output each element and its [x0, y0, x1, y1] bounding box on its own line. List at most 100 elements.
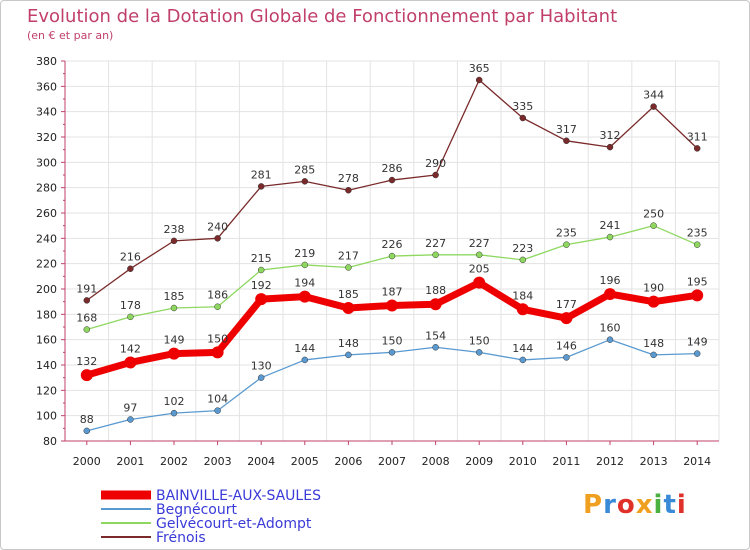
data-point-fr-nois [519, 114, 527, 122]
data-point-fr-nois [127, 265, 134, 272]
y-tick-label: 360 [36, 80, 57, 93]
data-label-gelv-court-et-adompt: 217 [338, 249, 359, 262]
data-label-gelv-court-et-adompt: 226 [382, 238, 403, 251]
x-tick-label: 2006 [334, 455, 362, 468]
data-point-bainville-aux-saules [604, 288, 616, 301]
data-label-gelv-court-et-adompt: 215 [251, 252, 272, 265]
data-label-bainville-aux-saules: 196 [600, 274, 621, 287]
data-point-bainville-aux-saules [298, 290, 311, 303]
data-label-fr-nois: 312 [600, 129, 621, 142]
data-point-fr-nois [214, 235, 221, 242]
data-label-begn-court: 154 [425, 329, 446, 342]
data-point-begn-court [170, 409, 178, 417]
data-point-bainville-aux-saules [255, 293, 268, 306]
y-tick-label: 320 [36, 131, 57, 144]
data-point-fr-nois [693, 145, 701, 152]
data-label-bainville-aux-saules: 187 [382, 285, 403, 298]
y-tick-label: 80 [43, 435, 57, 448]
x-tick-label: 2009 [465, 455, 493, 468]
data-label-fr-nois: 278 [338, 172, 359, 185]
y-tick-label: 140 [36, 359, 57, 372]
x-tick-label: 2013 [640, 455, 668, 468]
data-label-fr-nois: 344 [643, 89, 664, 102]
data-label-bainville-aux-saules: 190 [643, 282, 664, 295]
logo-letter: P [583, 490, 604, 520]
x-tick-label: 2010 [509, 455, 537, 468]
legend-label-begn-court: Begnécourt [156, 502, 237, 518]
data-label-fr-nois: 290 [425, 157, 446, 170]
data-label-begn-court: 130 [251, 360, 272, 373]
legend-label-gelv-court-et-adompt: Gelvécourt-et-Adompt [156, 516, 312, 532]
data-point-bainville-aux-saules [647, 295, 660, 308]
x-tick-label: 2014 [683, 455, 711, 468]
legend: BAINVILLE-AUX-SAULESBegnécourtGelvécourt… [101, 488, 321, 546]
x-tick-label: 2000 [73, 455, 101, 468]
data-point-gelv-court-et-adompt [301, 261, 309, 269]
x-tick-label: 2003 [204, 455, 232, 468]
data-point-begn-court [563, 354, 570, 361]
data-point-begn-court [257, 374, 265, 381]
y-tick-label: 340 [36, 106, 57, 119]
data-point-begn-court [214, 407, 221, 414]
data-label-begn-court: 104 [207, 393, 228, 406]
legend-label-bainville-aux-saules: BAINVILLE-AUX-SAULES [156, 488, 321, 504]
data-point-gelv-court-et-adompt [345, 264, 352, 271]
data-point-bainville-aux-saules [386, 299, 398, 312]
x-tick-label: 2002 [160, 455, 188, 468]
x-tick-label: 2007 [378, 455, 406, 468]
y-tick-label: 100 [36, 410, 57, 423]
y-tick-label: 180 [36, 308, 57, 321]
proxiti-logo: Proxiti [583, 490, 687, 520]
y-tick-label: 160 [36, 334, 57, 347]
data-point-gelv-court-et-adompt [214, 303, 221, 310]
data-label-gelv-court-et-adompt: 235 [687, 227, 708, 240]
logo-letter: r [603, 490, 617, 520]
data-label-bainville-aux-saules: 132 [76, 355, 97, 368]
chart-subtitle: (en € et par an) [27, 29, 114, 42]
x-tick-label: 2005 [291, 455, 319, 468]
data-label-gelv-court-et-adompt: 223 [512, 242, 533, 255]
x-tick-label: 2001 [116, 455, 144, 468]
data-label-gelv-court-et-adompt: 219 [294, 247, 315, 260]
x-tick-label: 2012 [596, 455, 624, 468]
data-point-gelv-court-et-adompt [83, 326, 91, 333]
data-label-bainville-aux-saules: 188 [425, 284, 446, 297]
data-point-gelv-court-et-adompt [127, 313, 134, 321]
data-point-bainville-aux-saules [124, 356, 137, 369]
data-point-begn-court [388, 349, 396, 356]
data-label-fr-nois: 281 [251, 168, 272, 181]
y-tick-label: 220 [36, 258, 57, 271]
data-point-bainville-aux-saules [80, 369, 93, 382]
data-label-bainville-aux-saules: 150 [207, 332, 228, 345]
data-point-fr-nois [257, 183, 265, 190]
y-tick-label: 380 [36, 55, 57, 68]
chart-title: Evolution de la Dotation Globale de Fonc… [27, 6, 618, 27]
data-label-bainville-aux-saules: 194 [294, 277, 315, 290]
data-point-begn-court [345, 351, 352, 359]
data-label-bainville-aux-saules: 142 [120, 342, 141, 355]
data-label-begn-court: 97 [123, 401, 137, 414]
data-point-gelv-court-et-adompt [693, 241, 701, 248]
data-point-gelv-court-et-adompt [563, 241, 570, 248]
data-point-fr-nois [388, 176, 396, 184]
data-point-bainville-aux-saules [211, 346, 224, 359]
data-point-fr-nois [563, 137, 570, 145]
data-point-gelv-court-et-adompt [388, 252, 396, 260]
legend-label-fr-nois: Frénois [156, 530, 206, 546]
x-tick-label: 2004 [247, 455, 275, 468]
data-label-begn-court: 160 [600, 322, 621, 335]
data-label-begn-court: 144 [294, 342, 315, 355]
data-point-begn-court [606, 336, 614, 343]
data-label-fr-nois: 311 [687, 130, 708, 143]
data-label-fr-nois: 285 [294, 163, 315, 176]
data-label-begn-court: 146 [556, 339, 577, 352]
data-label-gelv-court-et-adompt: 227 [425, 237, 446, 250]
data-label-bainville-aux-saules: 195 [687, 275, 708, 288]
data-label-begn-court: 88 [80, 413, 94, 426]
data-point-fr-nois [432, 171, 439, 179]
data-point-bainville-aux-saules [560, 312, 573, 325]
data-label-gelv-court-et-adompt: 227 [469, 237, 490, 250]
data-point-begn-court [475, 349, 483, 356]
y-tick-label: 200 [36, 283, 57, 296]
y-tick-label: 240 [36, 232, 57, 245]
